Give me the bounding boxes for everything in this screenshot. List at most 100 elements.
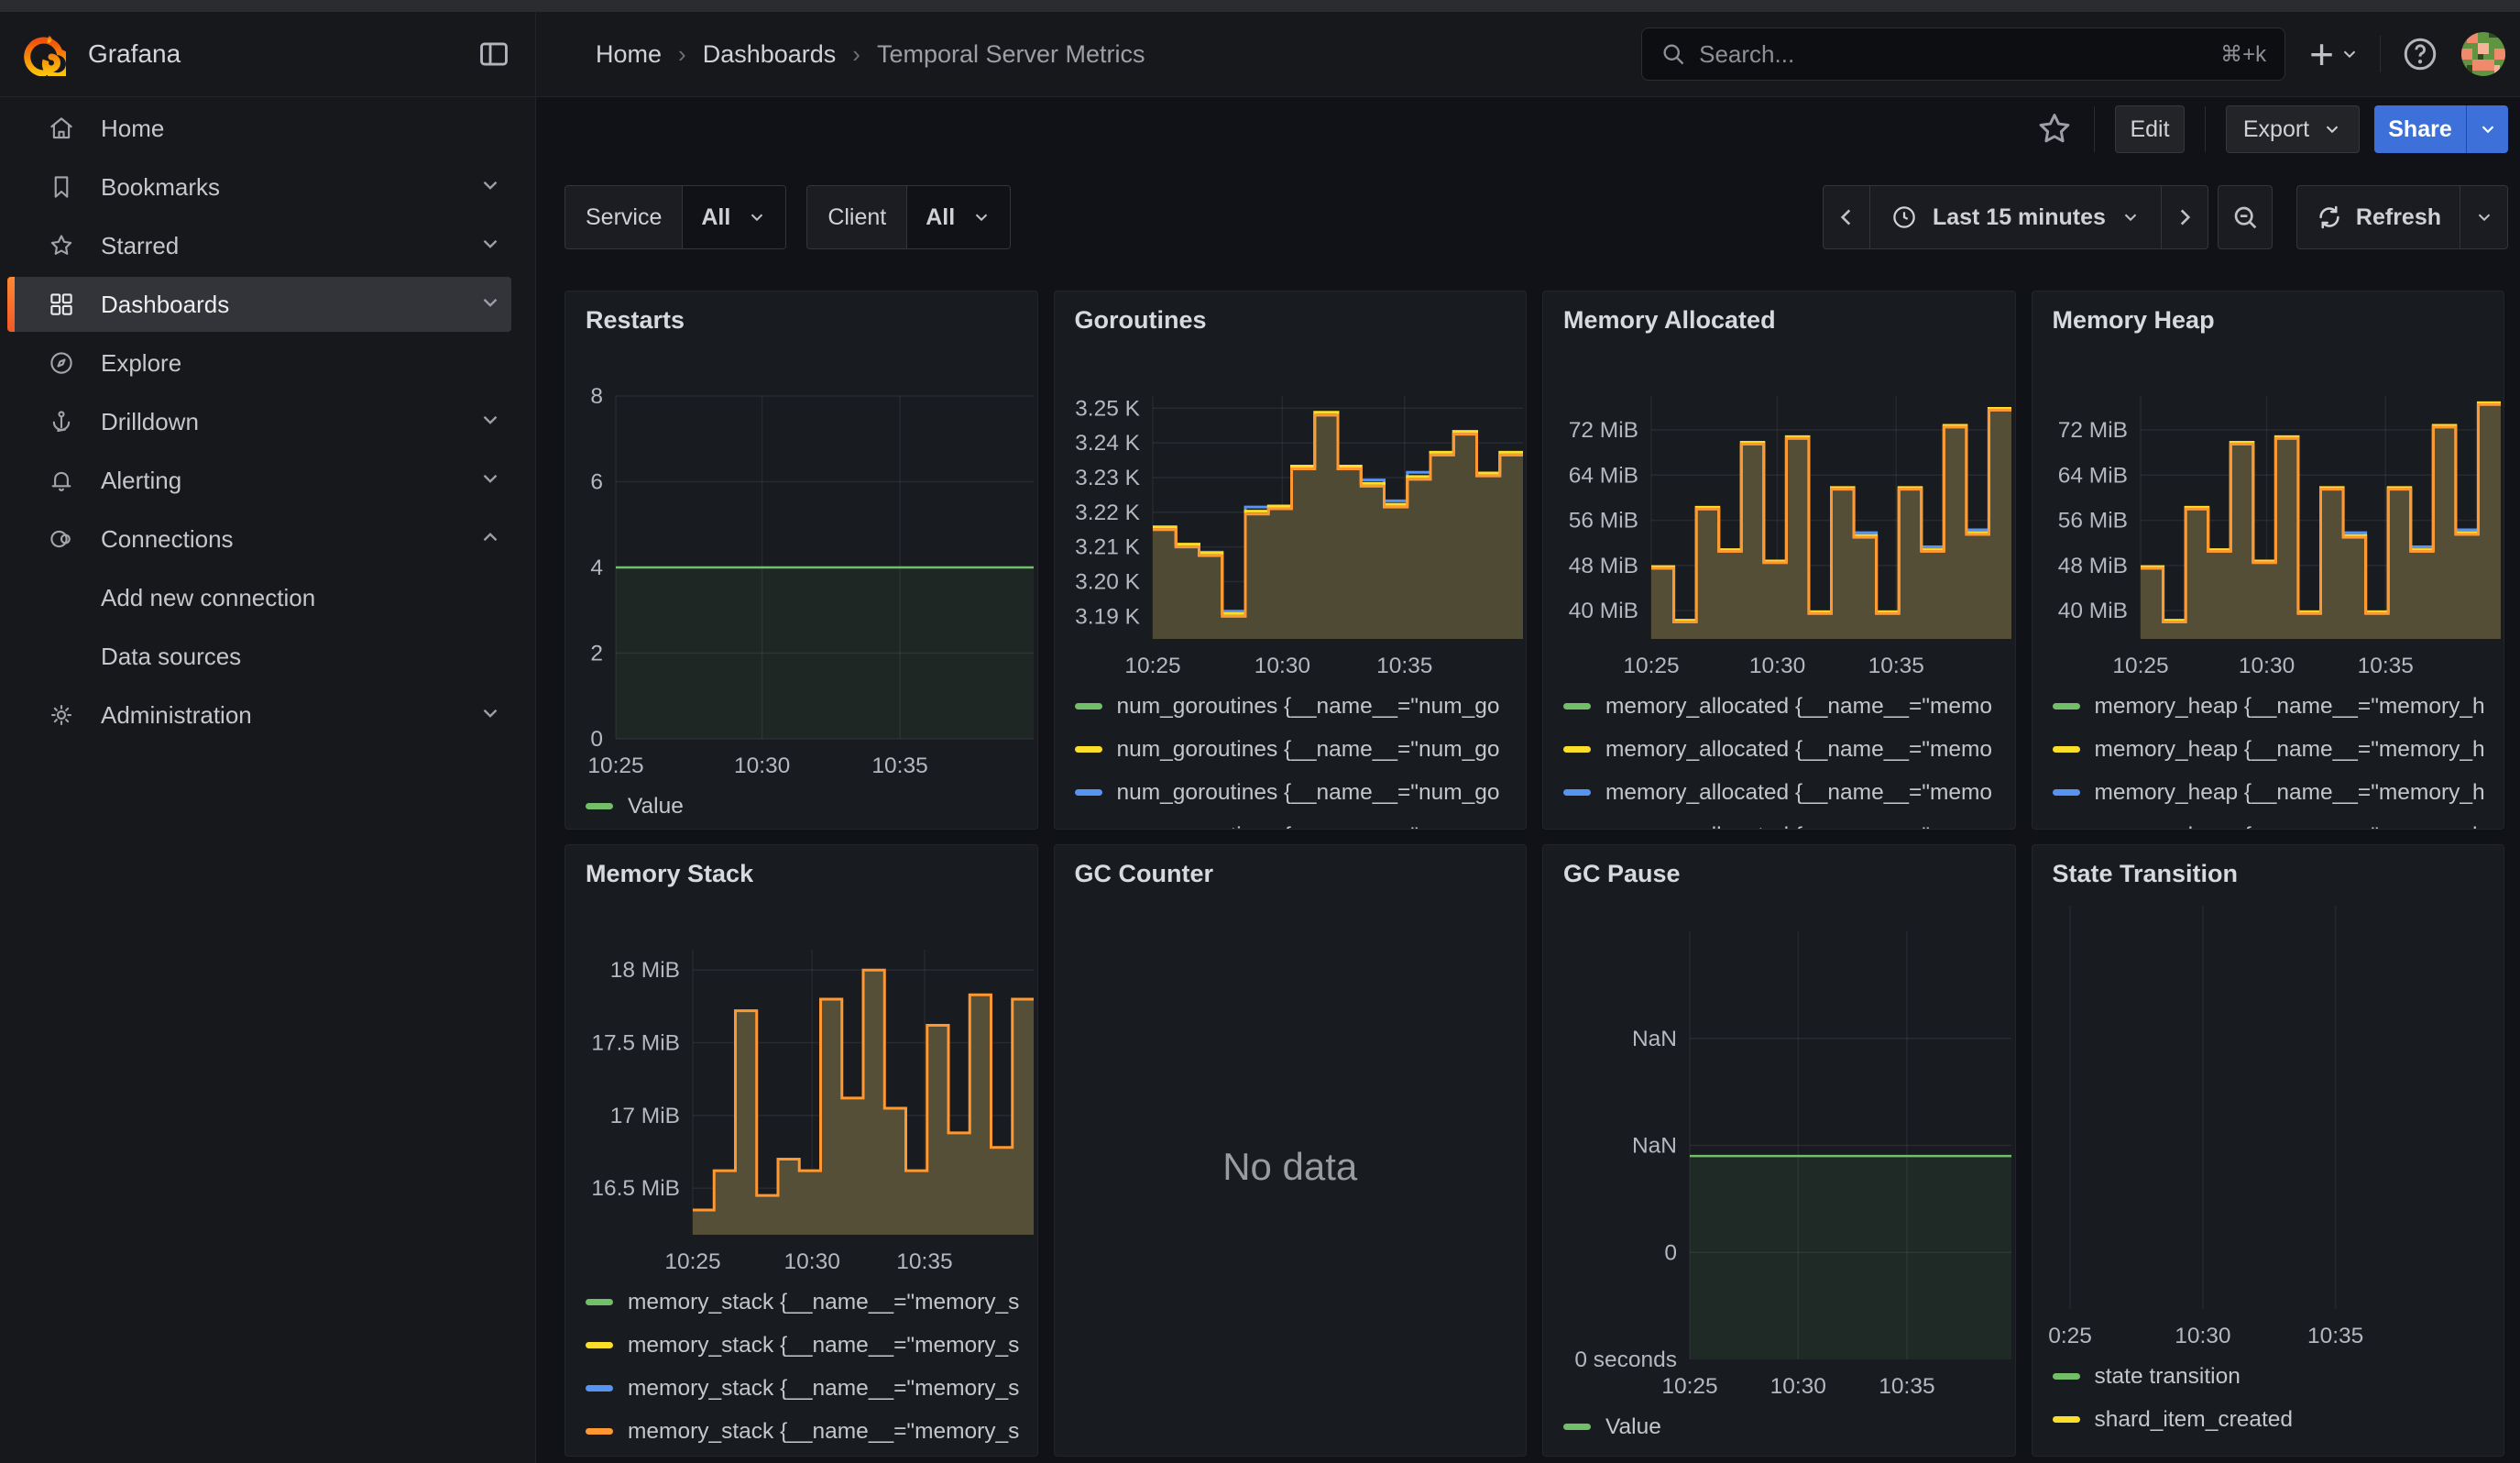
sidebar-item-data-sources[interactable]: Data sources <box>0 627 535 686</box>
sidebar-item-alerting[interactable]: Alerting <box>0 451 535 510</box>
sidebar-item-explore[interactable]: Explore <box>0 334 535 392</box>
sidebar-item-drilldown[interactable]: Drilldown <box>0 392 535 451</box>
y-tick-label: 6 <box>590 470 603 495</box>
legend-label: memory_heap {__name__="memory_h <box>2095 737 2485 763</box>
panel-title[interactable]: GC Counter <box>1055 845 1527 896</box>
legend-item[interactable]: shard_item_created <box>2053 1398 2504 1441</box>
chart[interactable]: 18 MiB17.5 MiB17 MiB16.5 MiB10:2510:3010… <box>566 931 1035 1276</box>
legend: state transitionshard_item_created <box>2032 1355 2504 1441</box>
legend-label: num_goroutines {__name__="num_go <box>1117 780 1500 806</box>
chevron-down-icon[interactable] <box>478 232 502 260</box>
bell-icon <box>48 467 75 494</box>
item-highlight <box>7 336 511 390</box>
sidebar-item-add-new-connection[interactable]: Add new connection <box>0 568 535 627</box>
legend-item[interactable]: memory_allocated {__name__="memo <box>1563 771 2015 814</box>
legend-item[interactable]: Value <box>1563 1405 2015 1448</box>
chart[interactable]: 0:2510:3010:35 <box>2033 906 2503 1350</box>
legend-item[interactable]: memory_allocated {__name__="memo <box>1563 814 2015 830</box>
legend-item[interactable]: num_goroutines {__name__="num_go <box>1075 814 1527 830</box>
x-tick-label: 10:35 <box>2357 654 2413 678</box>
sidebar-item-connections[interactable]: Connections <box>0 510 535 568</box>
y-tick-label: 64 MiB <box>1569 463 1638 488</box>
legend-color-dash <box>2053 746 2080 753</box>
sidebar-item-starred[interactable]: Starred <box>0 216 535 275</box>
legend-item[interactable]: memory_allocated {__name__="memo <box>1563 728 2015 771</box>
y-tick-label: 3.25 K <box>1075 396 1140 421</box>
chevron-up-icon[interactable] <box>478 525 502 554</box>
legend-item[interactable]: memory_stack {__name__="memory_s <box>586 1367 1037 1410</box>
legend-item[interactable]: memory_heap {__name__="memory_h <box>2053 685 2504 728</box>
sidebar-item-home[interactable]: Home <box>0 99 535 158</box>
share-button[interactable]: Share <box>2374 105 2466 153</box>
panel-title[interactable]: State Transition <box>2032 845 2504 896</box>
add-new-button[interactable]: + <box>2309 29 2360 79</box>
chart[interactable]: 3.25 K3.24 K3.23 K3.22 K3.21 K3.20 K3.19… <box>1056 378 1525 680</box>
legend-item[interactable]: memory_stack {__name__="memory_s <box>586 1410 1037 1453</box>
item-highlight <box>7 688 511 742</box>
legend: memory_allocated {__name__="memomemory_a… <box>1543 685 2015 830</box>
chevron-down-icon[interactable] <box>478 408 502 436</box>
client-value-dropdown[interactable]: All <box>906 186 1010 248</box>
edit-button[interactable]: Edit <box>2115 105 2185 153</box>
time-back-button[interactable] <box>1823 185 1870 249</box>
legend-item[interactable]: num_goroutines {__name__="num_go <box>1075 728 1527 771</box>
avatar-image <box>2461 32 2505 76</box>
chevron-down-icon[interactable] <box>478 291 502 319</box>
help-icon[interactable] <box>2401 35 2439 73</box>
legend-item[interactable]: memory_stack {__name__="memory_s <box>586 1281 1037 1324</box>
panel-title[interactable]: Memory Stack <box>565 845 1037 896</box>
service-value-dropdown[interactable]: All <box>682 186 785 248</box>
series-fill <box>616 567 1034 739</box>
legend-item[interactable]: memory_heap {__name__="memory_h <box>2053 771 2504 814</box>
refresh-interval-dropdown[interactable] <box>2460 185 2508 249</box>
breadcrumb-separator-icon: › <box>678 40 686 69</box>
dock-sidebar-icon[interactable] <box>477 37 511 72</box>
x-tick-label: 10:30 <box>2238 654 2294 678</box>
share-split-button: Share <box>2374 105 2508 153</box>
breadcrumb-home[interactable]: Home <box>596 40 662 69</box>
panel-title[interactable]: Restarts <box>565 292 1037 343</box>
legend-item[interactable]: memory_heap {__name__="memory_h <box>2053 814 2504 830</box>
chevron-down-icon[interactable] <box>478 467 502 495</box>
chart[interactable]: 8642010:2510:3010:35 <box>566 378 1035 780</box>
divider <box>2094 106 2095 152</box>
legend-item[interactable]: memory_heap {__name__="memory_h <box>2053 728 2504 771</box>
export-button[interactable]: Export <box>2226 105 2360 153</box>
legend-item[interactable]: num_goroutines {__name__="num_go <box>1075 771 1527 814</box>
search-input[interactable]: Search... ⌘+k <box>1641 28 2285 81</box>
zoom-out-button[interactable] <box>2218 185 2273 249</box>
legend: memory_heap {__name__="memory_hmemory_he… <box>2032 685 2504 830</box>
time-range-picker[interactable]: Last 15 minutes <box>1870 185 2161 249</box>
panel-title[interactable]: Memory Allocated <box>1543 292 2015 343</box>
time-forward-button[interactable] <box>2161 185 2208 249</box>
legend: num_goroutines {__name__="num_gonum_goro… <box>1055 685 1527 830</box>
sidebar-item-bookmarks[interactable]: Bookmarks <box>0 158 535 216</box>
panel-title[interactable]: Goroutines <box>1055 292 1527 343</box>
legend-item[interactable]: Value <box>586 785 1037 828</box>
panel-title[interactable]: GC Pause <box>1543 845 2015 896</box>
chevron-down-icon[interactable] <box>478 173 502 202</box>
y-tick-label: 2 <box>590 642 603 666</box>
user-avatar[interactable] <box>2461 32 2505 76</box>
service-variable: Service All <box>564 185 786 249</box>
chart[interactable]: 72 MiB64 MiB56 MiB48 MiB40 MiB10:2510:30… <box>1544 378 2013 680</box>
refresh-button[interactable]: Refresh <box>2296 185 2460 249</box>
x-tick-label: 10:30 <box>1254 654 1309 678</box>
legend-item[interactable]: num_goroutines {__name__="num_go <box>1075 685 1527 728</box>
sidebar-item-dashboards[interactable]: Dashboards <box>0 275 535 334</box>
sidebar-item-administration[interactable]: Administration <box>0 686 535 744</box>
chart[interactable]: 72 MiB64 MiB56 MiB48 MiB40 MiB10:2510:30… <box>2033 378 2503 680</box>
star-icon[interactable] <box>2035 110 2074 148</box>
share-menu-button[interactable] <box>2466 105 2508 153</box>
chart[interactable]: NaNNaN00 seconds10:2510:3010:35 <box>1544 931 2013 1401</box>
chevron-down-icon[interactable] <box>478 701 502 730</box>
legend-item[interactable]: memory_stack {__name__="memory_s <box>586 1324 1037 1367</box>
breadcrumb-dashboards[interactable]: Dashboards <box>703 40 837 69</box>
legend-item[interactable]: memory_allocated {__name__="memo <box>1563 685 2015 728</box>
x-tick-label: 0:25 <box>2048 1324 2092 1348</box>
panel-title[interactable]: Memory Heap <box>2032 292 2504 343</box>
chevron-down-icon <box>2120 207 2141 227</box>
y-tick-label: NaN <box>1632 1134 1677 1159</box>
legend-item[interactable]: state transition <box>2053 1355 2504 1398</box>
legend-color-dash <box>1563 746 1591 753</box>
